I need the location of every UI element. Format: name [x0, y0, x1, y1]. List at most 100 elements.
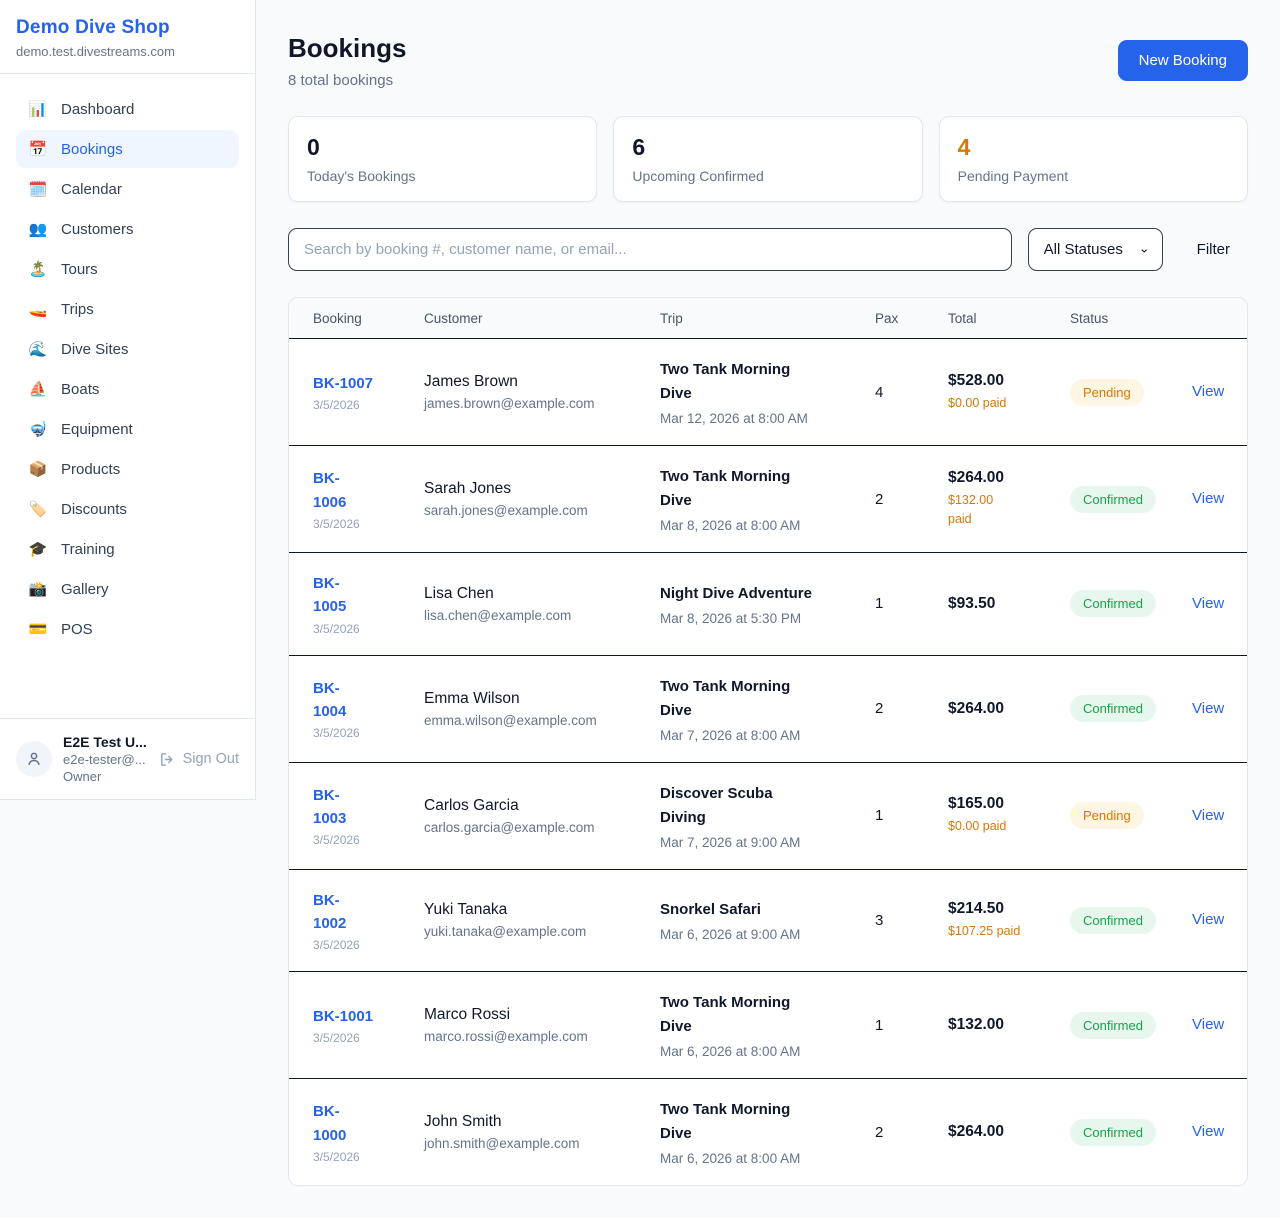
pax-cell: 1 — [875, 807, 884, 824]
sidebar-item-label: Calendar — [61, 180, 122, 198]
booking-id-link[interactable]: BK- 1003 — [313, 786, 347, 827]
products-icon: 📦 — [28, 461, 48, 478]
actions-cell: View — [1192, 807, 1224, 825]
sidebar-item-training[interactable]: 🎓 Training — [16, 530, 239, 568]
sidebar-item-customers[interactable]: 👥 Customers — [16, 210, 239, 248]
sidebar-item-gallery[interactable]: 📸 Gallery — [16, 570, 239, 608]
sidebar-item-discounts[interactable]: 🏷️ Discounts — [16, 490, 239, 528]
sign-out-button[interactable]: Sign Out — [159, 751, 239, 768]
booking-id-link[interactable]: BK-1007 — [313, 374, 374, 392]
total-amount: $214.50 — [948, 899, 1005, 917]
booking-id-link[interactable]: BK- 1002 — [313, 891, 347, 932]
sidebar-item-dashboard[interactable]: 📊 Dashboard — [16, 90, 239, 128]
customer-email: john.smith@example.com — [424, 1136, 580, 1151]
customer-name: Carlos Garcia — [424, 796, 519, 814]
sidebar-item-boats[interactable]: ⛵ Boats — [16, 370, 239, 408]
table-row-bk-1004: BK- 1004 3/5/2026 Emma Wilson emma.wilson@e… — [289, 656, 1247, 763]
actions-cell: View — [1192, 490, 1224, 508]
customer-cell: Marco Rossi marco.rossi@example.com — [424, 1006, 660, 1044]
paid-amount: $132.00 paid — [948, 493, 994, 526]
customer-email: emma.wilson@example.com — [424, 712, 597, 728]
status-badge: Confirmed — [1070, 1118, 1156, 1146]
status-filter-select[interactable]: All Statuses — [1027, 228, 1163, 271]
view-link[interactable]: View — [1192, 911, 1225, 929]
total-cell: $214.50 $107.25 paid — [948, 900, 1070, 941]
booking-date: 3/5/2026 — [313, 938, 360, 952]
sidebar-item-pos[interactable]: 💳 POS — [16, 610, 239, 648]
customer-cell: Carlos Garcia carlos.garcia@example.com — [424, 797, 660, 835]
sidebar-item-label: Trips — [61, 300, 94, 318]
customer-cell: John Smith john.smith@example.com — [424, 1113, 660, 1151]
status-badge: Pending — [1070, 802, 1144, 829]
customers-icon: 👥 — [28, 221, 48, 238]
sidebar-item-equipment[interactable]: 🤿 Equipment — [16, 410, 239, 448]
stat-value: 4 — [957, 134, 971, 160]
person-icon — [28, 752, 40, 765]
sidebar-item-bookings[interactable]: 📅 Bookings — [16, 130, 239, 168]
view-link[interactable]: View — [1192, 383, 1225, 400]
stat-value: 6 — [632, 134, 646, 160]
customer-name: James Brown — [424, 373, 518, 390]
user-role: Owner — [63, 769, 102, 784]
actions-cell: View — [1192, 595, 1224, 613]
trip-cell: Discover Scuba Diving Mar 7, 2026 at 9:00… — [660, 782, 875, 850]
sidebar-item-trips[interactable]: 🚤 Trips — [16, 290, 239, 328]
customer-name: Yuki Tanaka — [424, 901, 508, 919]
column-header-pax: Pax — [875, 310, 899, 326]
sidebar-item-label: Bookings — [61, 140, 123, 158]
new-booking-button[interactable]: New Booking — [1117, 40, 1248, 81]
status-badge: Confirmed — [1070, 695, 1156, 722]
filter-button[interactable]: Filter — [1179, 241, 1248, 258]
dive-sites-icon: 🌊 — [28, 341, 48, 358]
pos-icon: 💳 — [28, 621, 48, 638]
trip-datetime: Mar 12, 2026 at 8:00 AM — [660, 411, 808, 426]
booking-id-link[interactable]: BK- 1000 — [313, 1103, 347, 1144]
view-link[interactable]: View — [1192, 699, 1225, 717]
sidebar: Demo Dive Shop demo.test.divestreams.com… — [0, 0, 256, 800]
booking-id-link[interactable]: BK-1001 — [313, 1007, 374, 1025]
equipment-icon: 🤿 — [28, 421, 48, 438]
booking-id-link[interactable]: BK- 1004 — [313, 679, 347, 720]
search-input[interactable] — [288, 228, 1012, 271]
booking-date: 3/5/2026 — [313, 398, 360, 413]
booking-id-link[interactable]: BK- 1006 — [313, 470, 347, 511]
trip-datetime: Mar 6, 2026 at 8:00 AM — [660, 1151, 801, 1166]
trip-datetime: Mar 6, 2026 at 9:00 AM — [660, 927, 801, 943]
trip-cell: Two Tank Morning Dive Mar 6, 2026 at 8:00… — [660, 1098, 875, 1166]
status-cell: Confirmed — [1070, 1011, 1192, 1039]
shop-domain: demo.test.divestreams.com — [16, 44, 175, 59]
trip-name: Snorkel Safari — [660, 901, 761, 919]
trip-datetime: Mar 7, 2026 at 9:00 AM — [660, 834, 801, 850]
sidebar-item-label: Discounts — [61, 500, 127, 518]
sidebar-item-calendar[interactable]: 🗓️ Calendar — [16, 170, 239, 208]
view-link[interactable]: View — [1192, 594, 1225, 612]
sidebar-item-dive-sites[interactable]: 🌊 Dive Sites — [16, 330, 239, 368]
sign-out-label: Sign Out — [182, 751, 239, 767]
user-info: E2E Test U... e2e-tester@... Owner — [63, 734, 148, 784]
sidebar-item-tours[interactable]: 🏝️ Tours — [16, 250, 239, 288]
trip-datetime: Mar 8, 2026 at 5:30 PM — [660, 610, 802, 626]
page-header: Bookings 8 total bookings New Booking — [288, 33, 1248, 89]
view-link[interactable]: View — [1192, 1123, 1225, 1140]
column-header-booking: Booking — [313, 310, 362, 326]
trip-name: Night Dive Adventure — [660, 584, 812, 602]
paid-amount: $0.00 paid — [948, 395, 1007, 410]
trip-cell: Two Tank Morning Dive Mar 8, 2026 at 8:00… — [660, 465, 875, 533]
status-badge: Confirmed — [1070, 1011, 1156, 1039]
sidebar-item-label: Dashboard — [61, 100, 135, 118]
booking-cell: BK- 1003 3/5/2026 — [313, 784, 424, 848]
sidebar-item-products[interactable]: 📦 Products — [16, 450, 239, 488]
booking-id-link[interactable]: BK- 1005 — [313, 575, 347, 616]
view-link[interactable]: View — [1192, 806, 1225, 824]
total-cell: $264.00 — [948, 700, 1070, 718]
view-link[interactable]: View — [1192, 1016, 1225, 1033]
pax-cell: 2 — [875, 490, 884, 508]
avatar — [16, 741, 52, 777]
trip-datetime: Mar 7, 2026 at 8:00 AM — [660, 727, 801, 743]
customer-cell: James Brown james.brown@example.com — [424, 373, 660, 411]
trip-name: Two Tank Morning Dive — [660, 677, 791, 719]
page-subtitle: 8 total bookings — [288, 72, 394, 89]
user-email: e2e-tester@... — [63, 752, 146, 767]
view-link[interactable]: View — [1192, 490, 1225, 507]
column-header-total: Total — [948, 310, 977, 326]
